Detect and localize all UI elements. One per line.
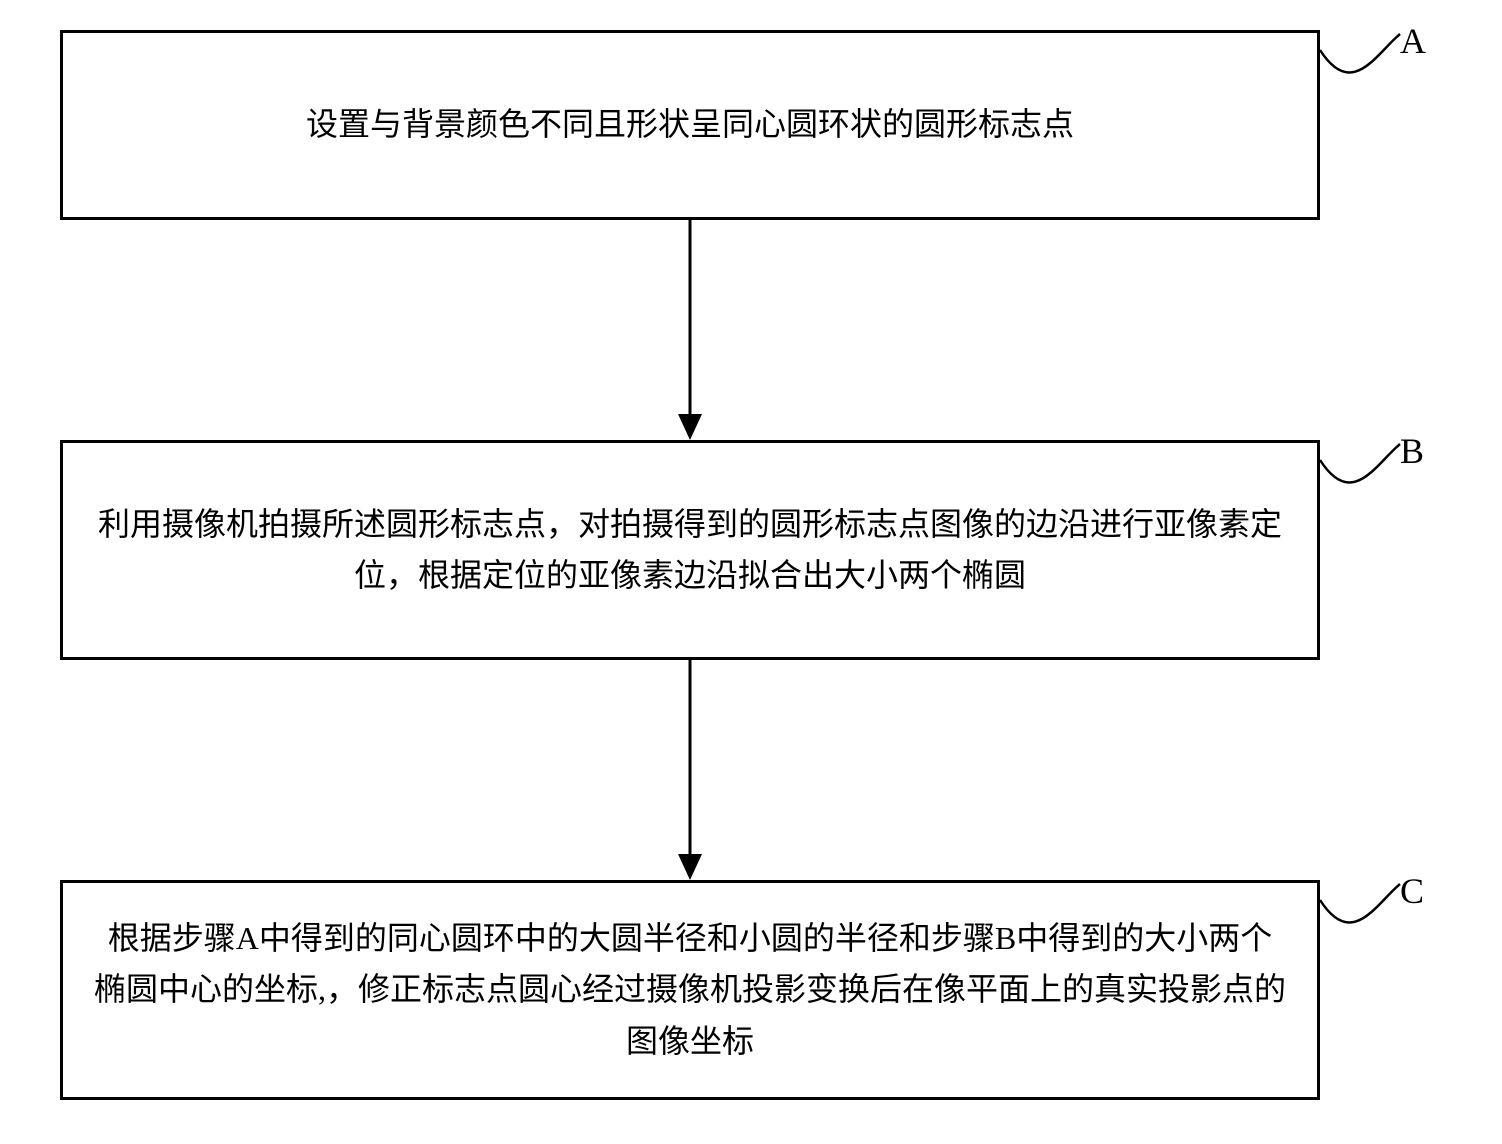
- flowchart-box-b: 利用摄像机拍摄所述圆形标志点，对拍摄得到的圆形标志点图像的边沿进行亚像素定位，根…: [60, 440, 1320, 660]
- connector-curve-b: [1310, 384, 1410, 520]
- flowchart-box-text: 利用摄像机拍摄所述圆形标志点，对拍摄得到的圆形标志点图像的边沿进行亚像素定位，根…: [93, 499, 1287, 601]
- flowchart-arrow-2: [670, 660, 710, 880]
- connector-curve-c: [1310, 824, 1410, 960]
- flowchart-box-a: 设置与背景颜色不同且形状呈同心圆环状的圆形标志点: [60, 30, 1320, 220]
- flowchart-box-text: 根据步骤A中得到的同心圆环中的大圆半径和小圆的半径和步骤B中得到的大小两个椭圆中…: [93, 913, 1287, 1067]
- flowchart-arrow-1: [670, 220, 710, 440]
- flowchart-box-c: 根据步骤A中得到的同心圆环中的大圆半径和小圆的半径和步骤B中得到的大小两个椭圆中…: [60, 880, 1320, 1100]
- connector-curve-a: [1310, 0, 1410, 110]
- flowchart-box-text: 设置与背景颜色不同且形状呈同心圆环状的圆形标志点: [306, 99, 1074, 150]
